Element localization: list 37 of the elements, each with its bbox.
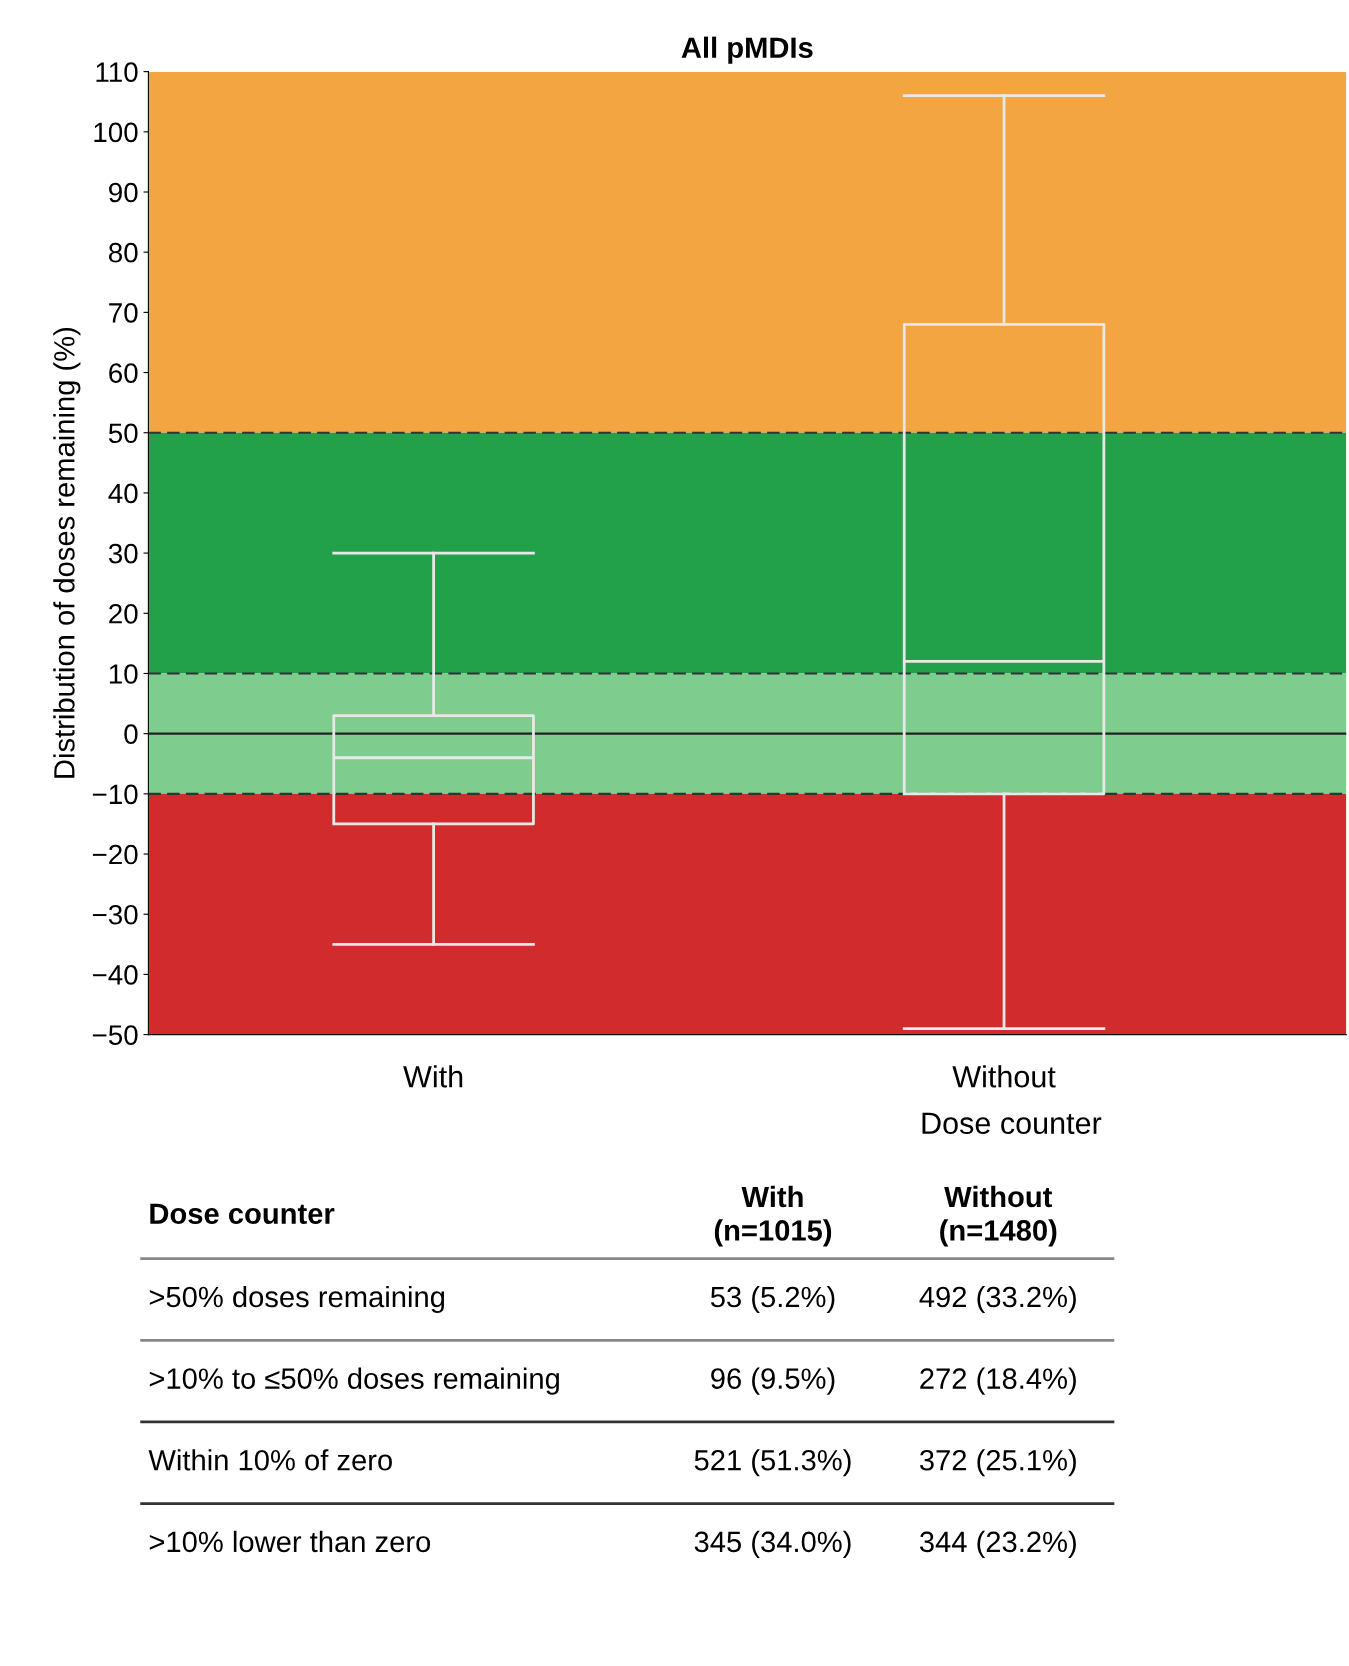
y-tick-label: 80: [108, 242, 138, 263]
x-tick-label: With: [403, 1065, 463, 1088]
y-tick-label: 40: [108, 483, 138, 504]
text: Dose counter: [150, 1203, 335, 1225]
text: With (n=1015): [714, 1185, 832, 1247]
text: >10% to ≤50% doses remaining: [149, 1367, 559, 1395]
y-tick-label: −20: [92, 844, 138, 865]
y-tick-label: 50: [108, 423, 138, 444]
y-tick-label: −10: [92, 784, 138, 805]
y-tick-label: −50: [92, 1025, 138, 1045]
text: 96 (9.5%): [711, 1367, 835, 1395]
text: 372 (25.1%): [919, 1449, 1076, 1477]
y-tick-label: 0: [124, 724, 138, 744]
text: 345 (34.0%): [694, 1530, 851, 1558]
y-tick-label: 90: [109, 182, 138, 203]
text: Without (n=1480): [940, 1185, 1057, 1247]
text: >10% lower than zero: [149, 1530, 431, 1553]
text: 344 (23.2%): [919, 1530, 1076, 1558]
text: 272 (18.4%): [920, 1367, 1076, 1395]
x-axis-title: Dose counter: [922, 1112, 1102, 1135]
y-tick-label: 60: [109, 363, 138, 383]
y-tick-label: 70: [109, 303, 138, 323]
y-tick-label: 110: [96, 62, 138, 82]
y-tick-label: 100: [94, 122, 138, 143]
x-tick-label: Without: [952, 1065, 1056, 1088]
y-tick-label: 10: [109, 664, 138, 684]
text: 492 (33.2%): [919, 1285, 1076, 1314]
text: >50% doses remaining: [149, 1285, 445, 1314]
y-axis-title: Distribution of doses remaining (%): [53, 327, 81, 778]
text: 521 (51.3%): [694, 1449, 851, 1477]
y-tick-label: 30: [108, 543, 138, 564]
y-tick-label: −40: [92, 965, 138, 985]
y-tick-label: −30: [92, 904, 138, 925]
y-tick-label: 20: [109, 603, 138, 624]
text: Within 10% of zero: [148, 1449, 392, 1471]
chart-title: All pMDIs: [681, 36, 813, 64]
text: 53 (5.2%): [710, 1285, 835, 1314]
